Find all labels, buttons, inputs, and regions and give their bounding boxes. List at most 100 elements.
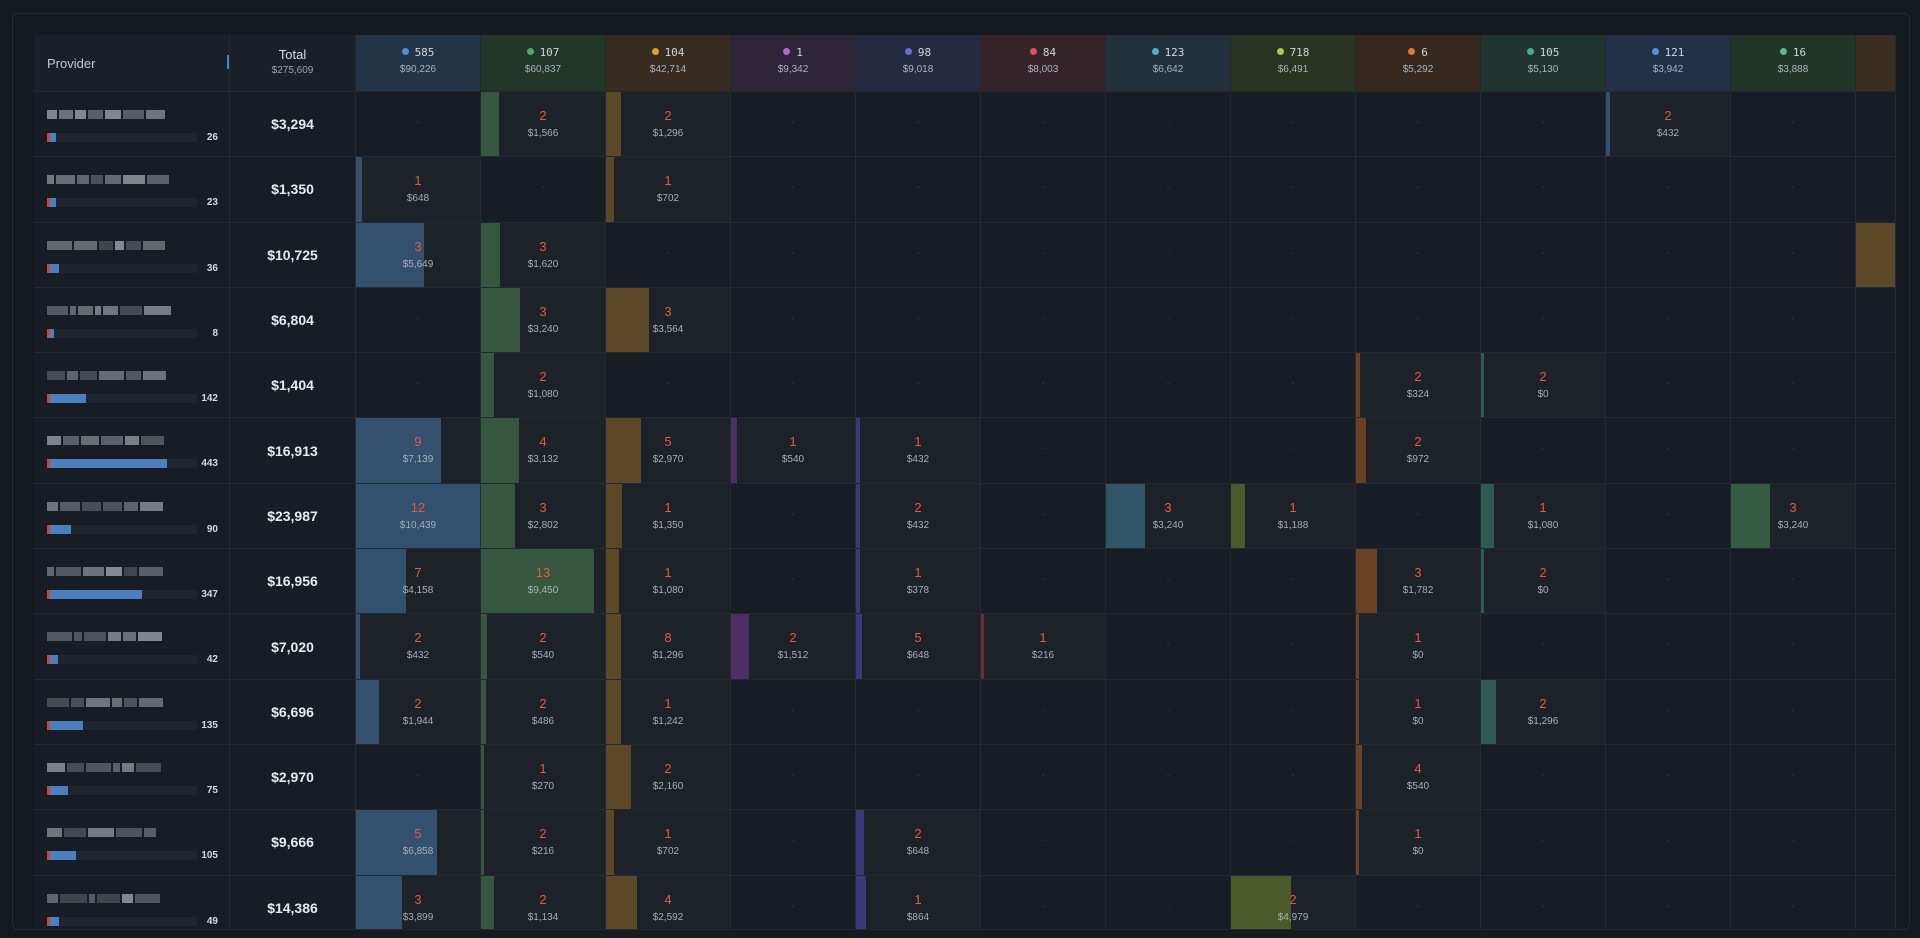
value-cell[interactable]: 1 $432 <box>856 418 981 484</box>
value-cell[interactable]: - <box>481 157 606 223</box>
value-cell[interactable]: 3 $3,240 <box>1731 483 1856 550</box>
value-cell[interactable]: - <box>1731 549 1856 615</box>
value-cell[interactable]: 2 $540 <box>481 614 606 680</box>
value-cell[interactable]: 1 $864 <box>856 875 981 929</box>
value-cell[interactable]: 1 $648 <box>356 157 481 223</box>
value-cell[interactable]: - <box>1106 353 1231 419</box>
column-header-overflow[interactable] <box>1856 35 1896 92</box>
provider-row-7[interactable]: 347 <box>34 549 230 615</box>
value-cell[interactable]: 2 $432 <box>356 614 481 680</box>
value-cell[interactable]: - <box>1106 810 1231 876</box>
value-cell[interactable]: - <box>731 353 856 419</box>
value-cell[interactable]: - <box>1481 614 1606 680</box>
value-cell[interactable]: 3 $2,802 <box>481 483 606 550</box>
value-cell[interactable]: - <box>731 810 856 876</box>
value-cell[interactable]: - <box>356 353 481 419</box>
value-cell[interactable]: 2 $2,160 <box>606 744 731 811</box>
value-cell[interactable]: - <box>856 222 981 288</box>
column-header-0[interactable]: 585 $90,226 <box>356 35 481 92</box>
value-cell[interactable]: 3 $1,620 <box>481 222 606 288</box>
provider-row-8[interactable]: 42 <box>34 614 230 680</box>
value-cell[interactable]: - <box>731 92 856 158</box>
value-cell[interactable]: - <box>1481 222 1606 288</box>
value-cell[interactable]: - <box>856 92 981 158</box>
value-cell[interactable]: 2 $0 <box>1481 549 1606 615</box>
value-cell[interactable]: 4 $540 <box>1356 744 1481 811</box>
value-cell[interactable]: - <box>356 744 481 811</box>
value-cell[interactable]: 2 $324 <box>1356 353 1481 419</box>
value-cell[interactable]: 2 $0 <box>1481 353 1606 419</box>
value-cell[interactable]: - <box>1606 875 1731 929</box>
value-cell[interactable]: 3 $3,899 <box>356 875 481 929</box>
value-cell[interactable]: - <box>1606 483 1731 550</box>
value-cell[interactable]: - <box>731 222 856 288</box>
value-cell[interactable]: - <box>1106 92 1231 158</box>
value-cell[interactable]: - <box>1731 92 1856 158</box>
provider-row-1[interactable]: 23 <box>34 157 230 223</box>
value-cell[interactable]: - <box>1606 222 1731 288</box>
value-cell[interactable]: - <box>1481 810 1606 876</box>
provider-row-6[interactable]: 90 <box>34 483 230 550</box>
value-cell[interactable]: - <box>1231 92 1356 158</box>
provider-row-9[interactable]: 135 <box>34 679 230 745</box>
value-cell[interactable]: - <box>1106 157 1231 223</box>
column-resize-handle[interactable] <box>227 55 229 69</box>
value-cell[interactable]: - <box>1481 744 1606 811</box>
value-cell[interactable]: - <box>981 810 1106 876</box>
value-cell[interactable]: - <box>1481 418 1606 484</box>
value-cell[interactable]: - <box>981 744 1106 811</box>
value-cell[interactable]: - <box>1106 222 1231 288</box>
value-cell[interactable]: - <box>856 744 981 811</box>
value-cell[interactable]: 1 $1,188 <box>1231 483 1356 550</box>
value-cell[interactable]: - <box>1106 875 1231 929</box>
value-cell[interactable]: - <box>1231 614 1356 680</box>
column-header-10[interactable]: 121 $3,942 <box>1606 35 1731 92</box>
value-cell[interactable]: 12 $10,439 <box>356 483 481 550</box>
value-cell[interactable]: 2 $4,979 <box>1231 875 1356 929</box>
value-cell[interactable]: - <box>1231 418 1356 484</box>
provider-row-10[interactable]: 75 <box>34 744 230 811</box>
value-cell[interactable]: - <box>981 679 1106 745</box>
provider-row-5[interactable]: 443 <box>34 418 230 484</box>
provider-header[interactable]: Provider <box>34 35 230 92</box>
value-cell[interactable]: 1 $0 <box>1356 679 1481 745</box>
value-cell[interactable]: 2 $1,134 <box>481 875 606 929</box>
value-cell[interactable]: - <box>1356 157 1481 223</box>
value-cell[interactable]: - <box>1481 875 1606 929</box>
value-cell[interactable]: - <box>356 92 481 158</box>
value-cell[interactable]: 1 $0 <box>1356 614 1481 680</box>
value-cell[interactable]: - <box>1731 287 1856 354</box>
column-header-5[interactable]: 84 $8,003 <box>981 35 1106 92</box>
value-cell[interactable]: 2 $648 <box>856 810 981 876</box>
value-cell[interactable]: - <box>1606 418 1731 484</box>
value-cell[interactable]: - <box>1106 418 1231 484</box>
value-cell[interactable]: - <box>1231 157 1356 223</box>
value-cell[interactable]: - <box>1481 92 1606 158</box>
value-cell[interactable]: - <box>1731 679 1856 745</box>
value-cell[interactable]: - <box>1731 744 1856 811</box>
value-cell[interactable]: - <box>981 418 1106 484</box>
value-cell[interactable]: - <box>1731 418 1856 484</box>
value-cell[interactable]: - <box>1606 744 1731 811</box>
value-cell[interactable]: - <box>731 679 856 745</box>
value-cell[interactable]: - <box>1231 287 1356 354</box>
total-header[interactable]: Total $275,609 <box>230 35 356 92</box>
value-cell[interactable]: - <box>1106 549 1231 615</box>
value-cell[interactable]: - <box>981 875 1106 929</box>
value-cell[interactable]: 2 $1,566 <box>481 92 606 158</box>
value-cell[interactable]: 2 $432 <box>856 483 981 550</box>
value-cell[interactable]: 5 $2,970 <box>606 418 731 484</box>
value-cell[interactable]: - <box>1231 810 1356 876</box>
value-cell[interactable]: 5 $648 <box>856 614 981 680</box>
value-cell[interactable]: - <box>1106 614 1231 680</box>
value-cell[interactable]: - <box>731 875 856 929</box>
value-cell[interactable]: 1 $378 <box>856 549 981 615</box>
column-header-8[interactable]: 6 $5,292 <box>1356 35 1481 92</box>
value-cell[interactable]: - <box>1606 353 1731 419</box>
value-cell[interactable]: 1 $702 <box>606 810 731 876</box>
provider-row-3[interactable]: 8 <box>34 287 230 354</box>
provider-row-2[interactable]: 36 <box>34 222 230 288</box>
provider-row-12[interactable]: 49 <box>34 875 230 929</box>
value-cell[interactable]: - <box>1106 744 1231 811</box>
column-header-1[interactable]: 107 $60,837 <box>481 35 606 92</box>
